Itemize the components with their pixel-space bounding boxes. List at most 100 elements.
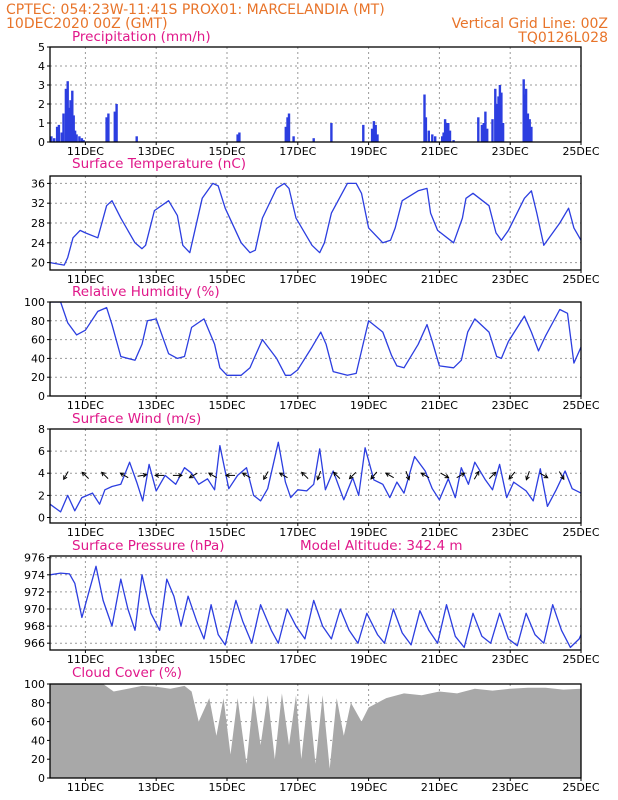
humidity-title: Relative Humidity (%) xyxy=(72,284,220,300)
wind-arrow-head xyxy=(81,471,87,477)
humidity-xtick-label: 19DEC xyxy=(350,399,387,412)
humidity-xtick-label: 23DEC xyxy=(492,399,529,412)
wind-xtick-label: 23DEC xyxy=(492,526,529,539)
precip-xtick-label: 23DEC xyxy=(492,145,529,158)
wind-arrow-shaft xyxy=(120,472,129,479)
precip-bar xyxy=(287,113,291,142)
precip-bar xyxy=(135,136,138,142)
precip-xtick-label: 21DEC xyxy=(421,145,458,158)
precip-bar xyxy=(526,113,530,142)
precip-bar xyxy=(82,140,85,142)
wind-arrow-head xyxy=(348,474,354,480)
precip-bar xyxy=(55,126,59,142)
wind-arrow-shaft xyxy=(349,471,357,479)
wind-arrow-shaft xyxy=(525,471,530,480)
wind-arrow-shaft xyxy=(405,471,410,480)
humidity-ytick-label: 0 xyxy=(38,390,45,403)
wind-arrow xyxy=(440,472,450,479)
header-run-time: 10DEC2020 00Z (GMT) xyxy=(6,16,168,32)
cloud-frame xyxy=(49,683,582,779)
precip-bar xyxy=(424,117,428,142)
precip-bar xyxy=(501,123,505,142)
wind-arrow-shaft xyxy=(421,472,430,479)
wind-xtick-label: 13DEC xyxy=(138,526,175,539)
pressure-ytick-label: 976 xyxy=(24,552,45,565)
precip-bar xyxy=(443,119,447,142)
precip-bar xyxy=(497,96,500,142)
pressure-panel: 966 968 970 972 974 976 11DEC 13DEC 15DEC 17DEC 19… xyxy=(24,538,600,666)
precip-bar xyxy=(330,123,333,142)
precip-bar xyxy=(71,90,74,142)
precip-xtick-label: 25DEC xyxy=(562,145,599,158)
precip-bar xyxy=(286,117,289,142)
wind-xtick-label: 25DEC xyxy=(562,526,599,539)
cloud-xtick-label: 11DEC xyxy=(67,781,104,794)
temperature-panel: 20 24 28 32 36 11DEC 13DEC 15DEC 17DEC 19DEC 21DEC… xyxy=(31,156,600,286)
wind-arrow-shaft xyxy=(263,471,269,480)
wind-arrow xyxy=(224,473,235,478)
precip-bar xyxy=(107,113,110,142)
humidity-ytick-label: 80 xyxy=(31,315,45,328)
precip-ytick-label: 5 xyxy=(38,41,45,54)
cloud-xtick-label: 13DEC xyxy=(138,781,175,794)
precip-bar xyxy=(75,134,78,142)
wind-arrow-shaft xyxy=(208,472,217,479)
precip-bar xyxy=(284,126,287,142)
precip-xtick-label: 13DEC xyxy=(138,145,175,158)
precip-bar xyxy=(50,136,53,142)
wind-arrow xyxy=(525,471,530,481)
wind-arrow xyxy=(316,471,322,481)
wind-arrow-head xyxy=(263,475,268,481)
precip-bar xyxy=(78,136,81,142)
wind-arrow-head xyxy=(332,471,338,477)
cloud-xtick-label: 15DEC xyxy=(208,781,245,794)
precip-bar xyxy=(115,104,118,142)
precip-bar xyxy=(484,111,487,142)
wind-arrow-head xyxy=(154,473,160,478)
wind-arrow-shaft xyxy=(333,471,341,479)
precip-bar xyxy=(491,119,494,142)
wind-arrow-head xyxy=(543,474,549,479)
pressure-xtick-label: 23DEC xyxy=(492,653,529,666)
wind-arrow xyxy=(539,472,549,479)
wind-arrow-head xyxy=(142,472,148,478)
wind-arrow-head xyxy=(370,474,375,480)
wind-arrow xyxy=(300,471,309,479)
humidity-xtick-label: 17DEC xyxy=(279,399,316,412)
wind-arrow-head xyxy=(525,475,530,481)
temperature-xtick-label: 17DEC xyxy=(279,273,316,286)
precip-bar xyxy=(448,130,452,142)
cloud-ytick-label: 80 xyxy=(31,697,45,710)
temperature-xtick-label: 23DEC xyxy=(492,273,529,286)
wind-arrow-shaft xyxy=(370,471,378,480)
wind-panel: 0 2 4 6 8 11DEC 13DEC 15DEC 17DEC 19DEC 21DEC 23DEC… xyxy=(38,411,600,539)
cloud-xtick-label: 17DEC xyxy=(279,781,316,794)
wind-ytick-label: 8 xyxy=(38,423,45,436)
wind-arrow xyxy=(207,472,217,479)
precip-bar xyxy=(64,88,68,142)
precip-bar xyxy=(60,132,63,142)
wind-arrow xyxy=(63,471,69,481)
wind-arrow-head xyxy=(444,474,450,479)
temperature-ytick-label: 24 xyxy=(31,237,45,250)
wind-arrow-shaft xyxy=(101,471,109,479)
pressure-xtick-label: 19DEC xyxy=(350,653,387,666)
wind-arrow xyxy=(172,473,183,478)
wind-arrow-head xyxy=(207,472,213,477)
wind-arrow-head xyxy=(278,472,284,477)
pressure-xtick-label: 15DEC xyxy=(208,653,245,666)
wind-arrow-shaft xyxy=(317,471,322,480)
temperature-xtick-label: 25DEC xyxy=(562,273,599,286)
precip-bar xyxy=(62,113,65,142)
pressure-annotation: Model Altitude: 342.4 m xyxy=(300,538,463,554)
wind-arrow-shaft xyxy=(63,471,69,480)
temperature-xtick-label: 21DEC xyxy=(421,273,458,286)
humidity-line xyxy=(50,302,581,376)
humidity-frame xyxy=(49,301,582,397)
pressure-xtick-label: 13DEC xyxy=(138,653,175,666)
wind-arrow-head xyxy=(560,475,565,481)
precip-bar xyxy=(370,128,374,142)
cloud-xtick-label: 25DEC xyxy=(562,781,599,794)
precip-bar xyxy=(113,111,116,142)
wind-arrow-shaft xyxy=(558,471,565,480)
